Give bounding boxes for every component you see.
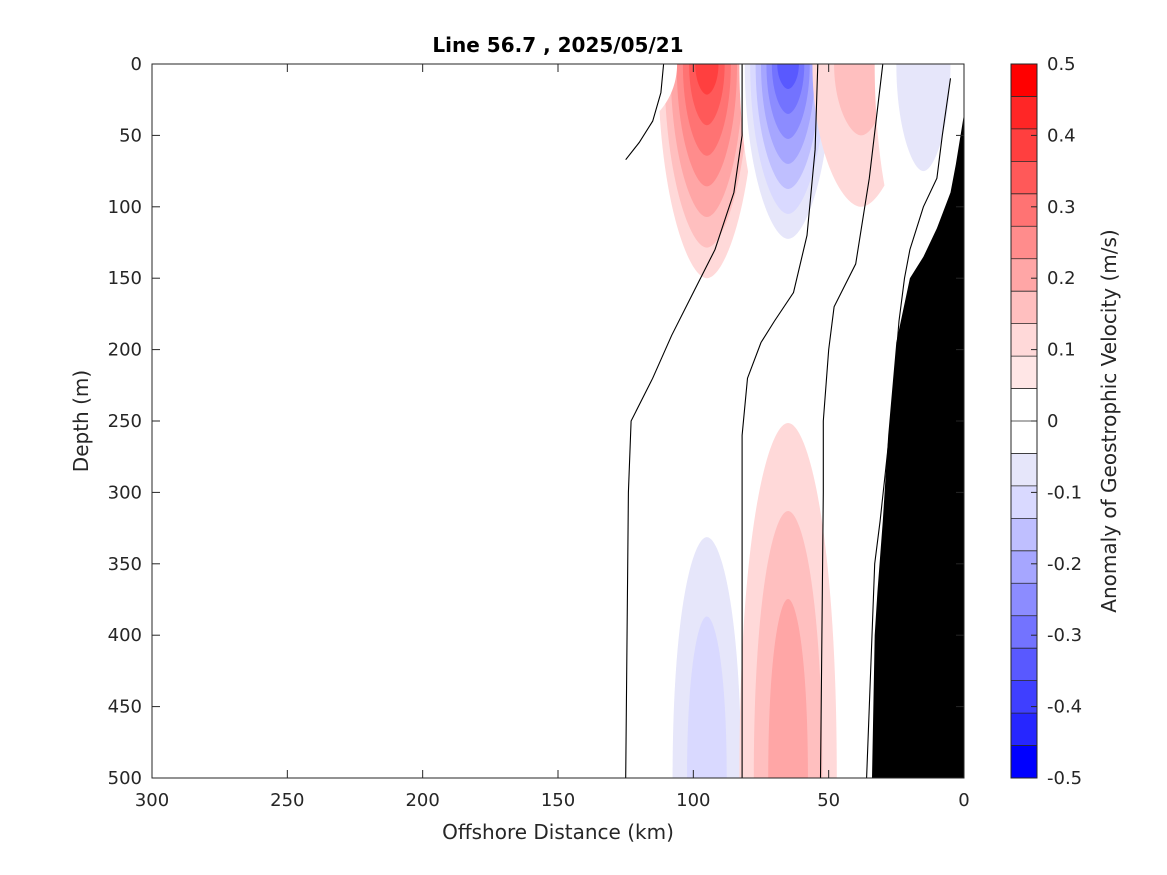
contour-band [768, 598, 808, 778]
colorbar-tick-label: 0.5 [1047, 54, 1076, 75]
contour-band [777, 64, 799, 89]
bathymetry-layer [871, 114, 964, 778]
colorbar-swatch [1011, 388, 1037, 422]
negative-deep-95km [658, 457, 756, 778]
colorbar-tick-label: -0.2 [1047, 554, 1082, 575]
colorbar-swatch [1011, 258, 1037, 292]
zero-contour-e [625, 64, 665, 161]
bathymetry-bottom [871, 114, 964, 778]
colorbar-swatch [1011, 96, 1037, 130]
colorbar-swatch [1011, 193, 1037, 227]
y-tick-label: 250 [108, 411, 142, 432]
y-tick-label: 350 [108, 554, 142, 575]
chart-title: Line 56.7 , 2025/05/21 [432, 33, 683, 57]
colorbar-tick-label: -0.1 [1047, 482, 1082, 503]
y-tick-label: 100 [108, 197, 142, 218]
positive-deep-65km [739, 422, 837, 778]
colorbar-swatch [1011, 128, 1037, 162]
colorbar: 0.5 0.4 0.3 0.2 0.1 0 -0.1 -0.2 -0.3 -0.4 -0.5 [1010, 54, 1082, 789]
x-tick-label: 0 [958, 790, 969, 811]
x-tick-label: 300 [135, 790, 169, 811]
y-axis: 0 50 100 150 200 250 300 350 400 450 500 [108, 54, 964, 789]
x-tick-label: 100 [676, 790, 710, 811]
contour-fills [579, 64, 964, 778]
y-tick-label: 500 [108, 768, 142, 789]
colorbar-swatch [1011, 291, 1037, 325]
colorbar-swatch [1011, 518, 1037, 552]
y-tick-label: 150 [108, 268, 142, 289]
x-tick-label: 50 [817, 790, 840, 811]
y-tick-label: 50 [119, 125, 142, 146]
colorbar-swatch [1011, 485, 1037, 519]
colorbar-tick-label: 0.2 [1047, 268, 1076, 289]
colorbar-swatch [1011, 648, 1037, 682]
zero-contour-c [819, 64, 884, 778]
colorbar-tick-label: 0 [1047, 411, 1058, 432]
contour-band [896, 64, 951, 172]
colorbar-tick-label: 0.4 [1047, 125, 1076, 146]
y-tick-label: 0 [131, 54, 142, 75]
colorbar-swatch [1011, 323, 1037, 357]
contour-band [579, 64, 678, 129]
colorbar-swatch [1011, 713, 1037, 747]
colorbar-swatch [1011, 615, 1037, 649]
positive-core-95km [658, 64, 756, 279]
colorbar-swatch [1011, 745, 1037, 779]
colorbar-swatch [1011, 356, 1037, 390]
y-tick-label: 200 [108, 340, 142, 361]
x-tick-label: 150 [541, 790, 575, 811]
colorbar-swatch [1011, 64, 1037, 97]
contour-band [687, 616, 727, 778]
zero-contour-a [625, 64, 743, 778]
colorbar-tick-label: 0.1 [1047, 340, 1076, 361]
x-axis: 300 250 200 150 100 50 0 [135, 64, 970, 811]
colorbar-tick-label: -0.4 [1047, 697, 1082, 718]
colorbar-tick-label: 0.3 [1047, 197, 1076, 218]
contour-band [695, 64, 719, 95]
plot-area [151, 63, 965, 779]
contour-band [834, 64, 889, 136]
colorbar-swatch [1011, 550, 1037, 584]
x-tick-label: 250 [270, 790, 304, 811]
y-tick-label: 450 [108, 697, 142, 718]
y-tick-label: 300 [108, 482, 142, 503]
zero-contour-d [866, 78, 952, 778]
colorbar-swatch [1011, 226, 1037, 260]
colorbar-swatch [1011, 453, 1037, 487]
x-tick-label: 200 [405, 790, 439, 811]
x-axis-label: Offshore Distance (km) [442, 820, 674, 844]
colorbar-swatch [1011, 421, 1037, 454]
y-tick-label: 400 [108, 625, 142, 646]
colorbar-tick-label: -0.3 [1047, 625, 1082, 646]
y-axis-label: Depth (m) [69, 370, 93, 472]
colorbar-tick-label: -0.5 [1047, 768, 1082, 789]
zero-contour-b [741, 64, 819, 778]
negative-core-65km [739, 64, 837, 264]
colorbar-swatch [1011, 161, 1037, 195]
colorbar-label: Anomaly of Geostrophic Velocity (m/s) [1097, 229, 1121, 612]
colorbar-swatch [1011, 680, 1037, 714]
negative-near-125km [579, 64, 678, 129]
zero-contour-lines [625, 64, 952, 778]
colorbar-swatch [1011, 583, 1037, 617]
